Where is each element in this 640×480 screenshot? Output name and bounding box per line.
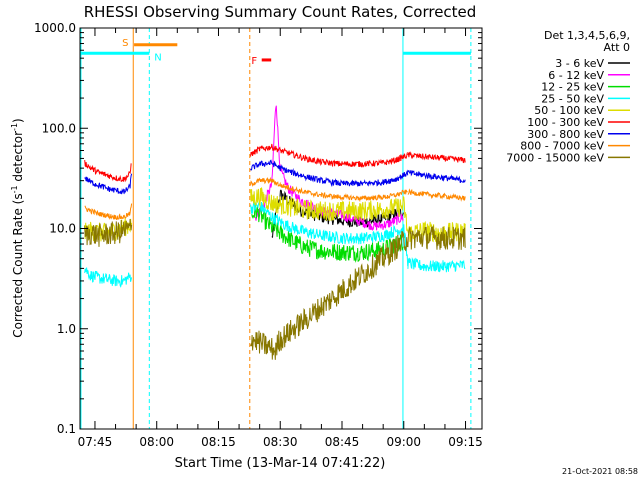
series-line <box>250 200 409 267</box>
night-label: N <box>154 52 161 63</box>
series-800-7000-keV <box>84 176 466 221</box>
series-7000-15000-keV <box>84 218 466 360</box>
legend-label: 800 - 7000 keV <box>520 140 604 153</box>
saa-label: S <box>122 38 128 49</box>
y-axis-label-sup2: -1 <box>10 123 19 131</box>
x-tick-label: 08:45 <box>325 435 360 449</box>
legend-label: 50 - 100 keV <box>534 104 604 117</box>
series-line <box>407 188 466 202</box>
legend-label: 25 - 50 keV <box>541 92 604 105</box>
legend-label: 300 - 800 keV <box>527 128 604 141</box>
legend-label: 12 - 25 keV <box>541 81 604 94</box>
series-line <box>250 143 409 168</box>
series-300-800-keV <box>84 159 466 195</box>
series-line <box>84 173 133 195</box>
y-axis-label: Corrected Count Rate (s-1 detector-1) <box>10 118 25 337</box>
x-axis-label: Start Time (13-Mar-14 07:41:22) <box>175 456 386 471</box>
x-tick-label: 07:45 <box>78 435 113 449</box>
series-line <box>407 169 466 183</box>
series-line <box>84 203 133 221</box>
legend-label: 3 - 6 keV <box>555 57 604 70</box>
plot-content: S N F <box>80 28 472 429</box>
legend-label: 7000 - 15000 keV <box>506 151 604 164</box>
legend-header-attenuator: Att 0 <box>604 41 630 54</box>
footer-timestamp: 21-Oct-2021 08:58 <box>562 467 638 476</box>
y-axis-label-sup1: -1 <box>10 185 19 193</box>
legend-label: 6 - 12 keV <box>548 69 604 82</box>
series-line <box>250 159 409 188</box>
x-tick-label: 08:30 <box>263 435 298 449</box>
y-tick-label: 100.0 <box>42 121 76 135</box>
y-tick-label: 0.1 <box>57 422 76 436</box>
series-line <box>407 256 466 273</box>
y-tick-label: 1.0 <box>57 322 76 336</box>
series-100-300-keV <box>84 143 466 183</box>
chart-title: RHESSI Observing Summary Count Rates, Co… <box>84 3 477 21</box>
x-tick-label: 09:15 <box>448 435 483 449</box>
x-tick-label: 08:00 <box>139 435 174 449</box>
series-line <box>84 267 133 288</box>
legend-label: 100 - 300 keV <box>527 116 604 129</box>
flare-label: F <box>251 56 257 67</box>
legend-header-detectors: Det 1,3,4,5,6,9, <box>544 29 630 42</box>
series-25-50-keV <box>84 200 466 288</box>
series-line <box>250 230 409 360</box>
y-axis-label-main: Corrected Count Rate (s <box>11 193 25 337</box>
series-line <box>250 187 409 232</box>
series-line <box>84 160 132 183</box>
y-tick-label: 10.0 <box>49 222 76 236</box>
series-line <box>407 151 466 164</box>
y-axis-label-tail: detector <box>11 131 25 186</box>
series-line <box>251 203 404 263</box>
y-tick-label: 1000.0 <box>34 21 76 35</box>
y-axis: 1000.0 100.0 10.0 1.0 0.1 <box>34 21 482 436</box>
y-axis-label-end: ) <box>11 118 25 123</box>
x-axis: 07:45 08:00 08:15 08:30 08:45 09:00 09:15 <box>78 28 483 449</box>
series-line <box>407 224 466 251</box>
series-12-25-keV <box>251 203 404 263</box>
series-line <box>84 218 133 247</box>
series-line <box>250 176 408 203</box>
x-tick-label: 08:15 <box>201 435 236 449</box>
x-tick-label: 09:00 <box>386 435 421 449</box>
